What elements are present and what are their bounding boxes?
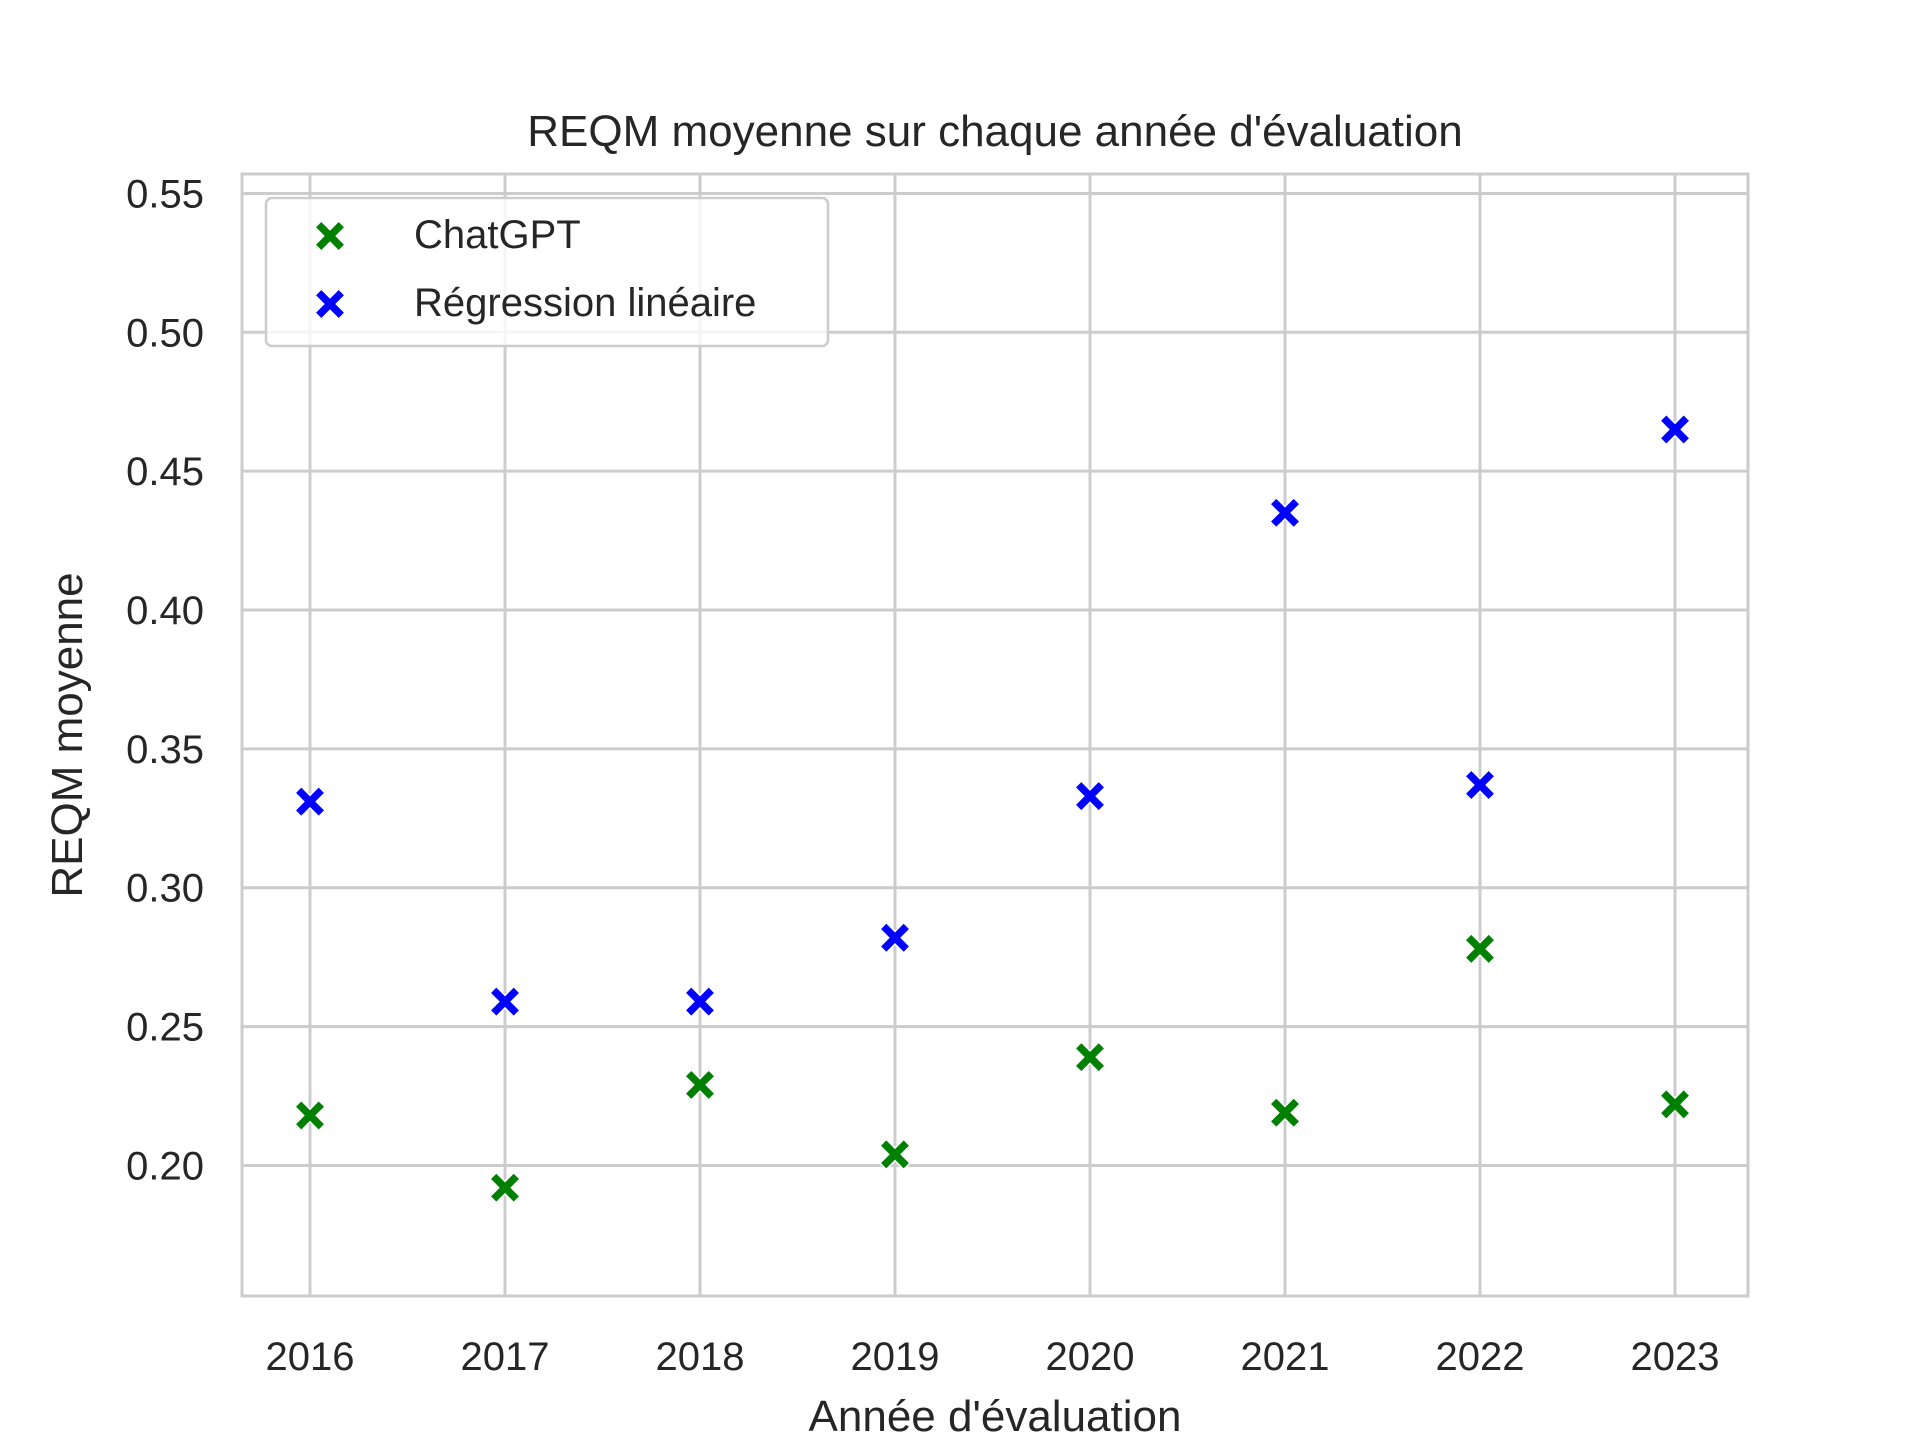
point-chatgpt <box>1463 932 1497 965</box>
y-tick-label: 0.55 <box>126 172 204 216</box>
point-regression <box>293 785 327 818</box>
legend: ChatGPT Régression linéaire <box>264 196 830 348</box>
data-points <box>293 413 1692 1204</box>
plot-frame <box>240 172 1750 1298</box>
y-tick-label: 0.25 <box>126 1006 204 1050</box>
point-regression <box>878 921 912 954</box>
x-tick-label: 2017 <box>461 1335 550 1379</box>
x-tick-label: 2016 <box>266 1335 355 1379</box>
tick-labels: 2016 2017 2018 2019 2020 2021 2022 2023 0.20 0.25… <box>126 172 1719 1379</box>
point-regression <box>488 985 522 1018</box>
point-regression <box>683 985 717 1018</box>
point-chatgpt <box>293 1099 327 1132</box>
point-regression <box>1073 780 1107 813</box>
point-chatgpt <box>488 1171 522 1204</box>
x-tick-label: 2022 <box>1436 1335 1525 1379</box>
legend-x-icon <box>313 219 347 253</box>
point-chatgpt <box>683 1068 717 1101</box>
legend-x-icon <box>313 287 347 321</box>
chart-title: REQM moyenne sur chaque année d'évaluati… <box>527 107 1462 156</box>
x-tick-label: 2023 <box>1631 1335 1720 1379</box>
y-tick-label: 0.40 <box>126 589 204 633</box>
y-tick-label: 0.30 <box>126 867 204 911</box>
legend-label-chatgpt: ChatGPT <box>414 213 581 257</box>
y-tick-label: 0.50 <box>126 311 204 355</box>
point-chatgpt <box>1658 1088 1692 1121</box>
legend-label-regression: Régression linéaire <box>414 281 756 325</box>
y-tick-label: 0.35 <box>126 728 204 772</box>
x-axis-label: Année d'évaluation <box>809 1392 1182 1440</box>
x-tick-label: 2018 <box>656 1335 745 1379</box>
grid <box>242 174 1748 1296</box>
point-regression <box>1658 413 1692 446</box>
point-regression <box>1268 496 1302 529</box>
y-axis-label: REQM moyenne <box>43 572 92 897</box>
point-regression <box>1463 768 1497 802</box>
y-tick-label: 0.45 <box>126 450 204 494</box>
point-chatgpt <box>1268 1096 1302 1129</box>
x-tick-label: 2020 <box>1046 1335 1135 1379</box>
y-tick-label: 0.20 <box>126 1144 204 1188</box>
legend-box <box>264 196 830 348</box>
legend-marker-regression <box>313 287 347 321</box>
point-chatgpt <box>878 1138 912 1171</box>
point-chatgpt <box>1073 1041 1107 1074</box>
x-tick-label: 2021 <box>1241 1335 1330 1379</box>
legend-marker-chatgpt <box>313 219 347 253</box>
x-tick-label: 2019 <box>851 1335 940 1379</box>
